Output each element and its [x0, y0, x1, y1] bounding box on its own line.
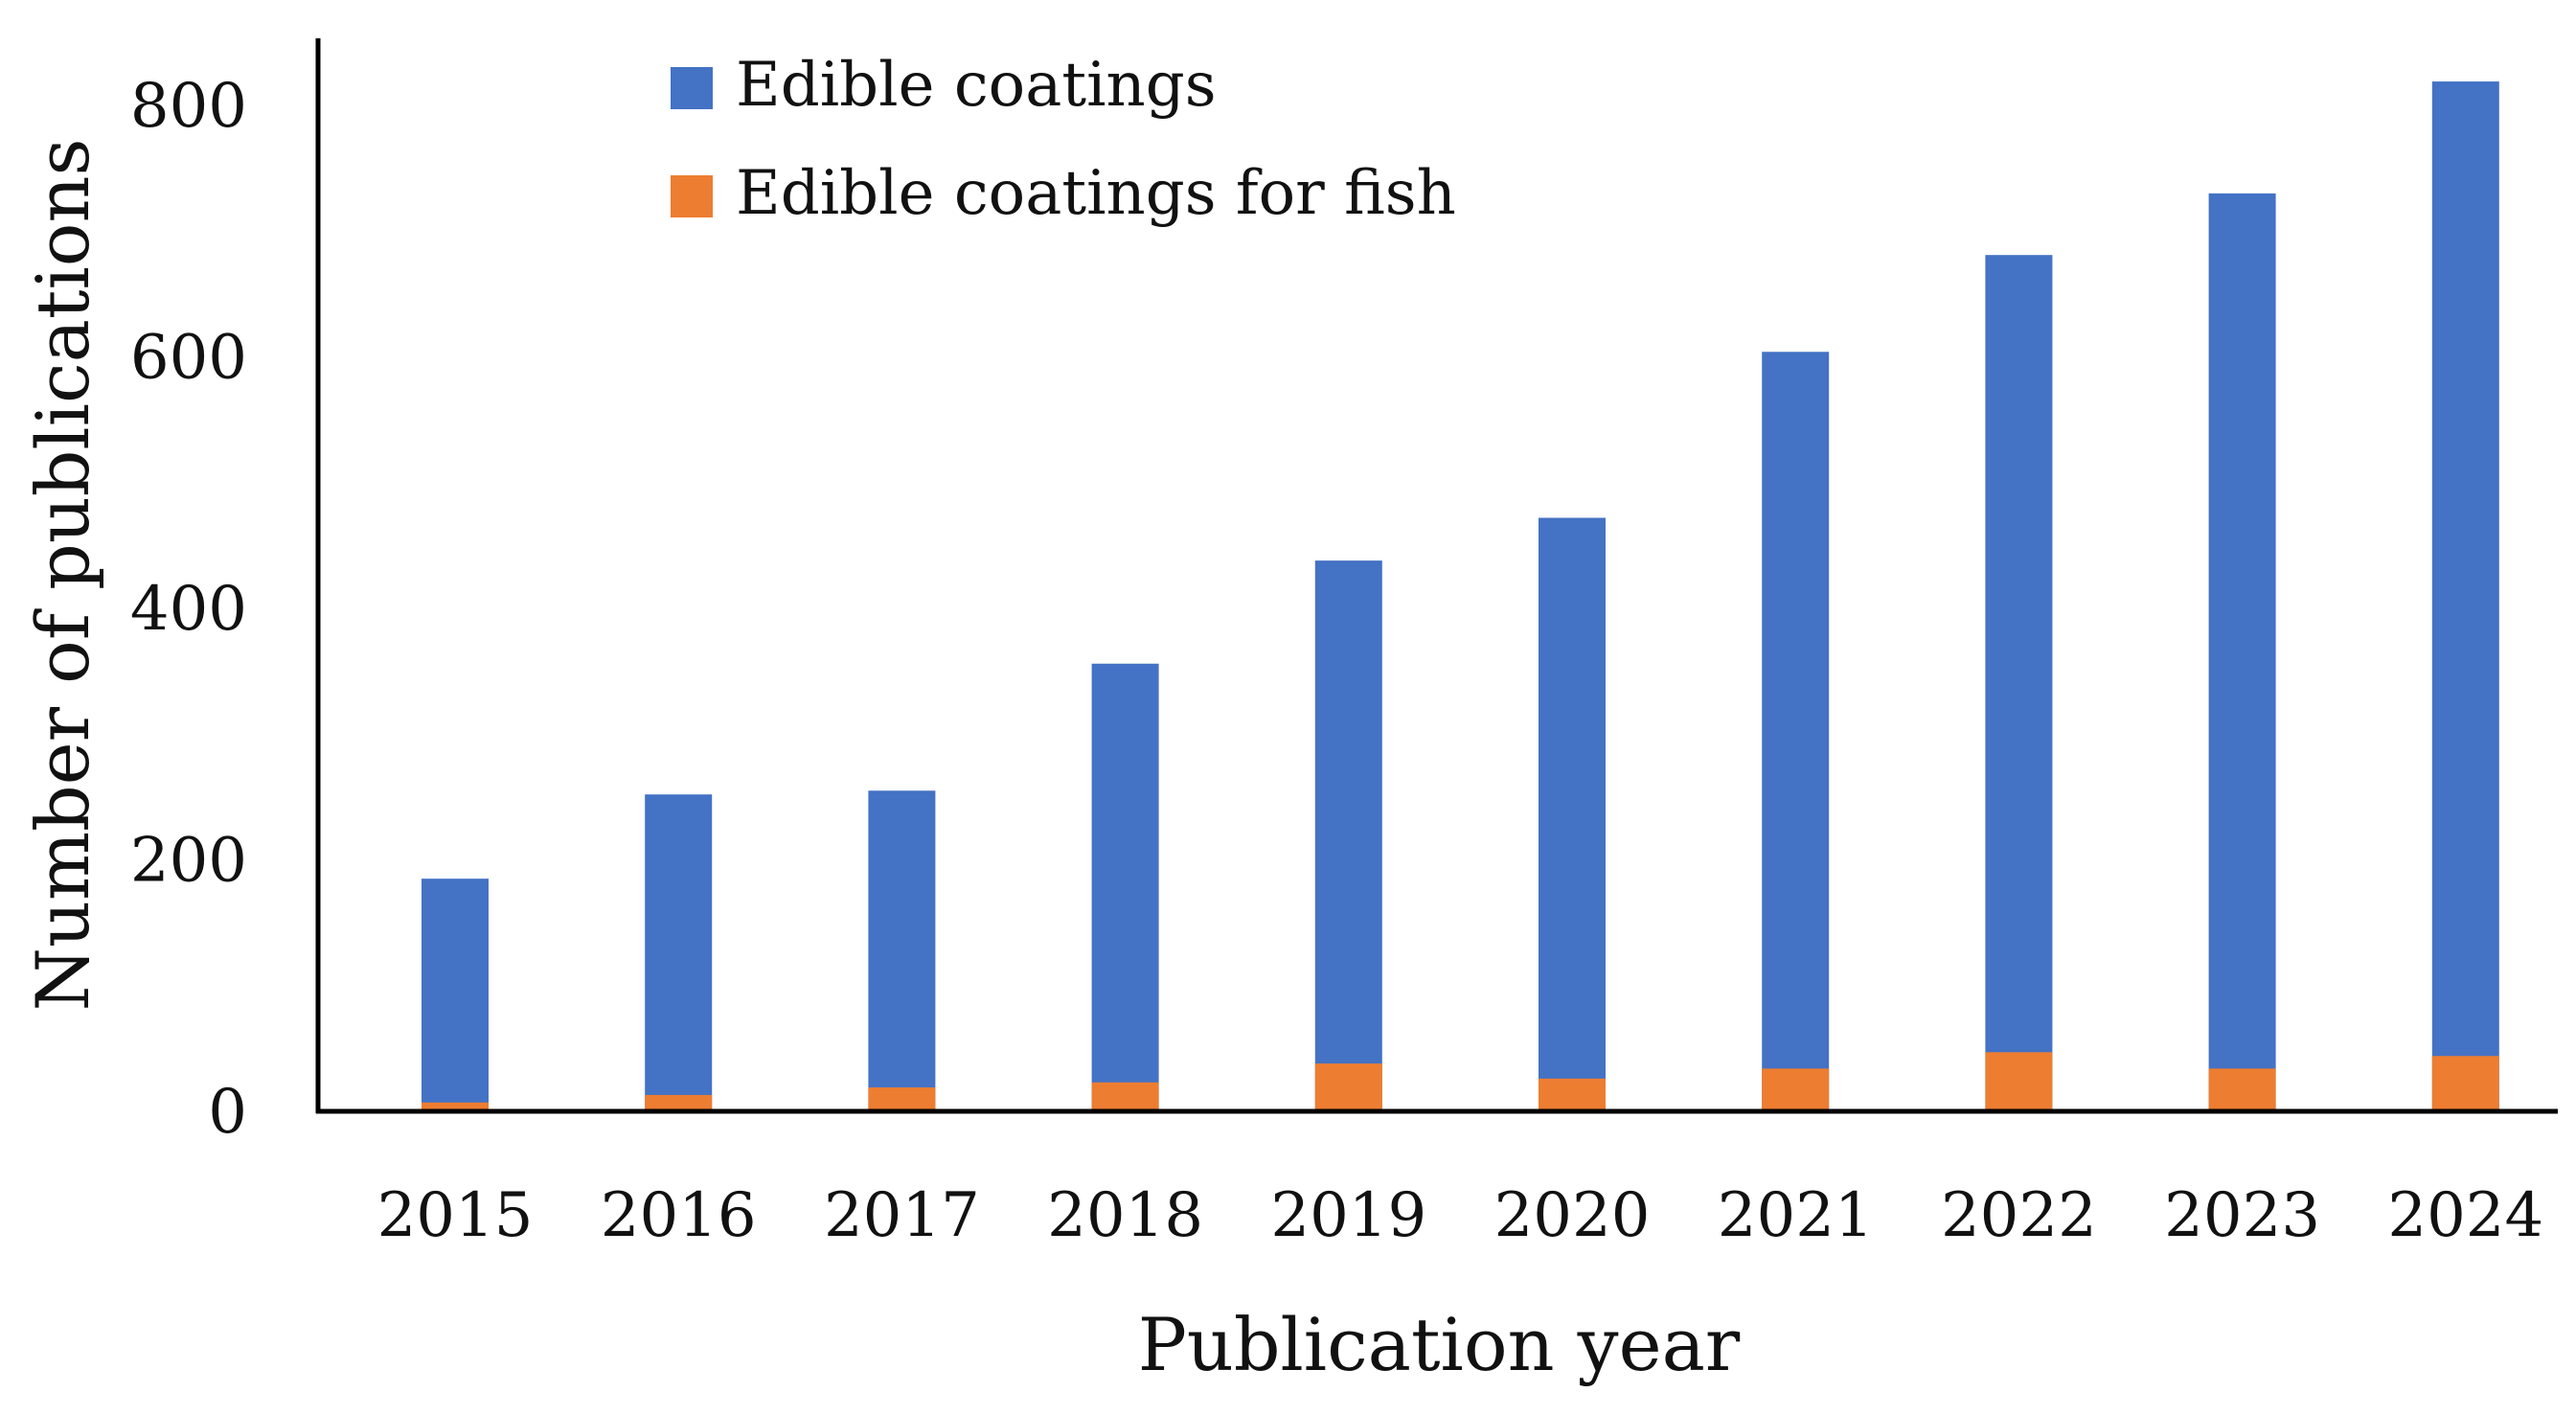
y-tick-label-600: 600	[130, 323, 247, 394]
x-tick-label-2020: 2020	[1494, 1180, 1651, 1251]
bar-edible-coatings-for-fish-2017	[868, 1087, 936, 1111]
bar-edible-coatings-for-fish-2020	[1539, 1078, 1606, 1111]
y-tick-label-800: 800	[130, 71, 247, 142]
x-tick-label-2015: 2015	[377, 1180, 534, 1251]
bar-edible-coatings-2018	[1091, 663, 1159, 1111]
legend-label-edible-coatings: Edible coatings	[736, 50, 1217, 121]
bar-edible-coatings-for-fish-2018	[1091, 1082, 1159, 1111]
x-tick-label-2021: 2021	[1718, 1180, 1874, 1251]
x-tick-label-2023: 2023	[2164, 1180, 2320, 1251]
bar-edible-coatings-for-fish-2022	[1985, 1052, 2053, 1111]
bar-edible-coatings-2016	[645, 794, 713, 1111]
x-axis-title: Publication year	[1138, 1302, 1741, 1387]
bar-edible-coatings-for-fish-2015	[422, 1102, 489, 1111]
legend: Edible coatings Edible coatings for fish	[671, 50, 1456, 229]
bar-edible-coatings-2021	[1762, 352, 1830, 1111]
bar-edible-coatings-2023	[2208, 193, 2276, 1111]
bar-edible-coatings-2022	[1985, 255, 2053, 1111]
bar-edible-coatings-2024	[2431, 81, 2499, 1111]
y-tick-label-200: 200	[130, 826, 247, 897]
bar-edible-coatings-2015	[422, 879, 489, 1111]
bar-edible-coatings-for-fish-2019	[1314, 1063, 1382, 1111]
x-tick-label-2022: 2022	[1941, 1180, 2097, 1251]
x-tick-label-2018: 2018	[1047, 1180, 1203, 1251]
bar-edible-coatings-2017	[868, 790, 936, 1111]
bar-edible-coatings-for-fish-2024	[2431, 1056, 2499, 1111]
x-tick-label-2024: 2024	[2387, 1180, 2543, 1251]
bar-edible-coatings-2019	[1314, 560, 1382, 1111]
legend-label-edible-coatings-for-fish: Edible coatings for fish	[736, 158, 1456, 229]
x-tick-label-2019: 2019	[1270, 1180, 1426, 1251]
x-tick-label-2017: 2017	[824, 1180, 980, 1251]
y-axis-title: Number of publications	[20, 139, 105, 1012]
y-tick-label-0: 0	[208, 1077, 247, 1148]
bar-edible-coatings-2020	[1539, 517, 1606, 1111]
legend-swatch-edible-coatings	[671, 67, 713, 109]
legend-swatch-edible-coatings-for-fish	[671, 175, 713, 217]
bar-edible-coatings-for-fish-2016	[645, 1094, 713, 1111]
y-tick-label-400: 400	[130, 574, 247, 645]
bar-edible-coatings-for-fish-2023	[2208, 1068, 2276, 1111]
bars-layer	[422, 81, 2499, 1111]
x-tick-labels: 2015 2016 2017 2018 2019 2020 2021 2022 2023 2024	[377, 1180, 2544, 1251]
y-tick-labels: 0 200 400 600 800	[130, 71, 247, 1148]
x-tick-label-2016: 2016	[601, 1180, 757, 1251]
bar-edible-coatings-for-fish-2021	[1762, 1068, 1830, 1111]
